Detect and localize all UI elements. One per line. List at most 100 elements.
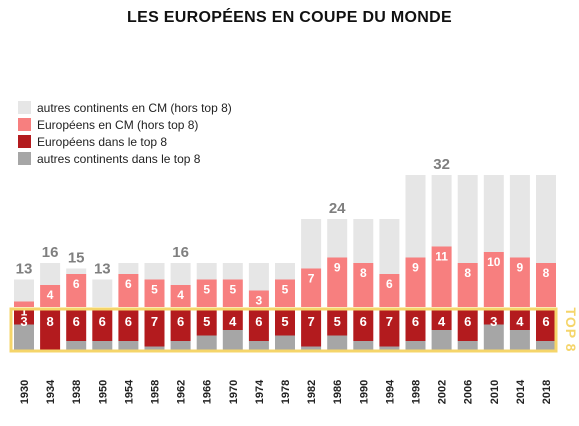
x-tick-label-1958: 1958 [150,380,162,404]
label-europe-out-1930: 1 [21,305,28,319]
label-europe-out-1974: 3 [256,294,263,308]
bar-segment-other-out-1986 [327,219,348,258]
label-europe-out-1962: 4 [177,288,184,302]
label-top8-europe-1998: 6 [412,314,419,329]
bar-segment-top8-other-1950 [92,341,113,352]
bar-segment-europe-out-2006 [457,263,478,307]
bar-segment-top8-other-1982 [301,346,322,352]
label-top8-europe-1938: 6 [73,314,80,329]
x-tick-label-1982: 1982 [306,380,318,404]
bar-segment-europe-out-2002 [431,246,452,307]
bar-segment-europe-out-1954 [118,274,139,307]
bar-segment-europe-out-2010 [483,252,504,307]
bar-segment-top8-other-1970 [222,330,243,352]
total-label-1938: 15 [68,250,85,267]
x-tick-label-1970: 1970 [228,380,240,404]
bar-segment-top8-other-1998 [405,341,426,352]
label-top8-europe-1990: 6 [360,314,367,329]
bar-segment-top8-europe-2018 [536,308,556,341]
bar-segment-top8-europe-2006 [457,308,478,341]
x-tick-label-1934: 1934 [45,379,57,404]
bar-segment-top8-other-1974 [248,341,269,352]
bar-segment-top8-other-2010 [483,324,504,352]
bar-segment-top8-europe-1970 [222,308,243,330]
bar-segment-top8-europe-1990 [353,308,374,341]
label-top8-europe-1930: 3 [20,314,27,329]
chart-legend: autres continents en CM (hors top 8) Euro… [18,99,232,167]
bar-segment-europe-out-1998 [405,257,426,307]
bar-segment-top8-europe-1930 [14,308,34,325]
bar-segment-top8-europe-1978 [275,308,295,336]
bar-segment-other-out-1994 [379,219,400,274]
bar-segment-other-out-1966 [196,263,217,280]
label-europe-out-1970: 5 [229,283,236,297]
total-label-1930: 13 [16,261,33,278]
x-tick-label-2006: 2006 [463,380,475,404]
bar-segment-europe-out-1966 [196,279,217,307]
bar-segment-europe-out-1978 [275,279,295,307]
bar-segment-top8-europe-2010 [483,308,504,325]
label-top8-europe-2014: 4 [516,314,524,329]
bar-segment-europe-out-1994 [379,274,400,307]
x-tick-label-2018: 2018 [541,380,553,404]
x-tick-label-1978: 1978 [280,380,292,404]
x-tick-label-2014: 2014 [515,379,527,404]
label-europe-out-1994: 6 [386,277,393,291]
top8-box-layer: TOP 8 [9,307,579,353]
bar-segment-europe-out-1974 [248,290,269,307]
bar-segment-other-out-1930 [14,279,34,302]
bar-segment-top8-europe-1994 [379,308,400,347]
x-tick-label-1986: 1986 [332,380,344,404]
label-top8-europe-1966: 5 [203,314,210,329]
label-top8-europe-2006: 6 [464,314,471,329]
bar-segment-other-out-2018 [536,175,556,263]
label-top8-europe-1986: 5 [334,314,341,329]
bar-segment-other-out-1982 [301,219,322,269]
label-top8-europe-2002: 4 [438,314,446,329]
label-europe-out-1998: 9 [412,261,419,275]
bar-segment-top8-other-2014 [509,330,530,352]
bar-segment-other-out-1934 [40,263,61,285]
label-top8-europe-1934: 8 [46,314,53,329]
label-europe-out-1986: 9 [334,261,341,275]
label-europe-out-1938: 6 [73,277,80,291]
label-top8-europe-1954: 6 [125,314,132,329]
label-europe-out-2010: 10 [487,255,501,269]
bar-segment-other-out-1974 [248,263,269,291]
bar-segment-top8-europe-2014 [509,308,530,330]
label-europe-out-2002: 11 [435,250,448,264]
x-tick-label-2010: 2010 [489,380,501,404]
bar-segment-other-out-1990 [353,219,374,263]
bar-segment-top8-europe-1974 [248,308,269,341]
x-tick-label-1974: 1974 [254,379,266,404]
label-europe-out-2018: 8 [543,266,550,280]
bar-segment-top8-other-1990 [353,341,374,352]
x-tick-label-1966: 1966 [202,380,214,404]
bar-segment-top8-other-2018 [536,341,556,352]
bar-segment-other-out-1962 [170,263,191,285]
label-top8-europe-1982: 7 [307,314,314,329]
bar-segment-other-out-1978 [275,263,295,280]
top8-label: TOP 8 [563,308,579,353]
label-top8-europe-1958: 7 [151,314,158,329]
bar-segment-top8-other-1954 [118,341,139,352]
legend-swatch [18,101,31,114]
x-tick-label-1938: 1938 [71,380,83,404]
legend-label: Européens en CM (hors top 8) [37,117,199,132]
bar-segment-top8-europe-1934 [40,308,61,352]
bar-segment-top8-other-1930 [14,324,34,352]
legend-label: autres continents dans le top 8 [37,151,201,166]
bar-segment-europe-out-1958 [144,279,165,307]
bar-segment-top8-other-1966 [196,335,217,352]
bar-segment-top8-other-2006 [457,341,478,352]
legend-label: Européens dans le top 8 [37,134,168,149]
legend-item: autres continents en CM (hors top 8) [18,99,232,116]
bar-segment-other-out-2014 [509,175,530,258]
bar-segment-europe-out-1934 [40,285,61,307]
x-tick-label-2002: 2002 [437,380,449,404]
x-tick-label-1950: 1950 [97,380,109,404]
legend-swatch [18,118,31,131]
bar-segment-other-out-1954 [118,263,139,274]
bar-segment-top8-other-1938 [66,341,87,352]
